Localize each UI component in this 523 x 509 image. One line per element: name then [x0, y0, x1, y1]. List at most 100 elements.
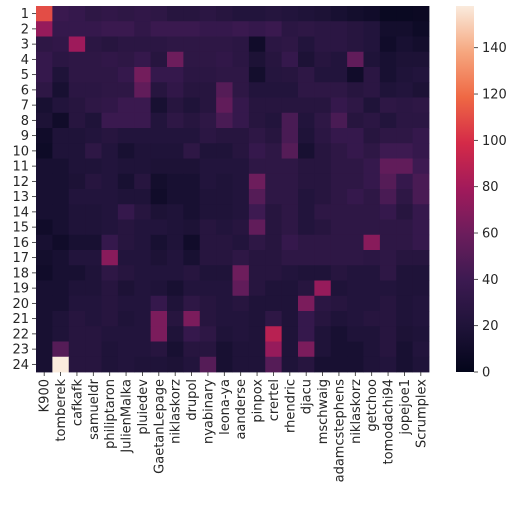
heatmap-cell [248, 6, 266, 22]
heatmap-cell [52, 36, 70, 53]
heatmap-cell [85, 265, 102, 281]
heatmap-cell [281, 341, 299, 358]
heatmap-cell [248, 311, 266, 327]
heatmap-cell [379, 158, 397, 175]
heatmap-cell [52, 82, 70, 98]
heatmap-cell [248, 234, 266, 251]
heatmap-cell [183, 51, 201, 68]
heatmap-cell [117, 341, 135, 358]
heatmap-cell [52, 341, 70, 358]
heatmap-cell [298, 234, 315, 251]
heatmap-cell [183, 173, 201, 190]
heatmap-cell [347, 128, 364, 144]
heatmap-cell [281, 356, 299, 373]
heatmap-cell [379, 280, 397, 297]
heatmap-cell [101, 51, 119, 68]
heatmap-cell [134, 326, 152, 342]
x-tick-label: pluiedev [136, 379, 151, 435]
heatmap-cell [167, 97, 184, 114]
heatmap-cell [36, 219, 53, 236]
x-tick-label: djacu [300, 379, 315, 414]
heatmap-cell [248, 219, 266, 236]
x-tick-label: K900 [38, 379, 53, 412]
heatmap-cell [199, 326, 217, 342]
heatmap-cell [298, 97, 315, 114]
heatmap-cell [363, 326, 381, 342]
heatmap-cell [363, 234, 381, 251]
heatmap-cell [248, 250, 266, 266]
heatmap-cell [412, 341, 430, 358]
heatmap-cell [232, 67, 250, 83]
heatmap-cell [298, 295, 315, 312]
heatmap-cell [101, 36, 119, 53]
heatmap-cell [85, 128, 102, 144]
heatmap-cell [347, 36, 364, 53]
heatmap-cell [314, 326, 332, 342]
heatmap-cell [330, 295, 348, 312]
heatmap-cell [134, 341, 152, 358]
heatmap-cell [379, 21, 397, 37]
x-tick-label: nyabinary [201, 379, 216, 444]
x-tick-label: adamcstephens [332, 379, 347, 483]
heatmap-cell [134, 67, 152, 83]
heatmap-cell [396, 250, 414, 266]
x-tick-label: mschwaig [316, 379, 331, 444]
heatmap-cell [314, 234, 332, 251]
heatmap-cell [52, 51, 70, 68]
heatmap-cell [379, 204, 397, 220]
heatmap-cell [396, 219, 414, 236]
heatmap-cell [347, 204, 364, 220]
heatmap-cell [36, 51, 53, 68]
heatmap-cell [232, 173, 250, 190]
heatmap-cell [379, 250, 397, 266]
heatmap-cell [265, 356, 283, 373]
heatmap-cell [298, 112, 315, 129]
heatmap-cell [68, 234, 86, 251]
heatmap-cell [363, 295, 381, 312]
heatmap-cell [216, 51, 233, 68]
heatmap-cell [199, 234, 217, 251]
heatmap-cell [117, 143, 135, 159]
heatmap-cell [199, 219, 217, 236]
heatmap-cell [281, 128, 299, 144]
heatmap-cell [379, 311, 397, 327]
heatmap-cell [396, 280, 414, 297]
heatmap-cell [150, 234, 168, 251]
heatmap-cell [265, 219, 283, 236]
heatmap-cell [281, 234, 299, 251]
heatmap-cell [52, 250, 70, 266]
heatmap-cell [216, 143, 233, 159]
heatmap-cell [379, 112, 397, 129]
heatmap-cell [363, 67, 381, 83]
heatmap-cell [412, 51, 430, 68]
heatmap-cell [248, 204, 266, 220]
heatmap-cell [281, 280, 299, 297]
heatmap-cell [199, 143, 217, 159]
heatmap-cell [379, 326, 397, 342]
x-tick-label: tomodachi94 [382, 379, 397, 464]
heatmap-cell [281, 158, 299, 175]
heatmap-cell [248, 112, 266, 129]
heatmap-cell [117, 280, 135, 297]
heatmap-cell [379, 234, 397, 251]
heatmap-cell [412, 311, 430, 327]
heatmap-cell [167, 21, 184, 37]
heatmap-cell [330, 36, 348, 53]
y-tick-label: 18 [12, 266, 29, 281]
x-tick-label: GaetanLepage [152, 379, 167, 474]
heatmap-cell [330, 143, 348, 159]
heatmap-cell [396, 6, 414, 22]
heatmap-cell [85, 143, 102, 159]
heatmap-cell [232, 204, 250, 220]
heatmap-cell [183, 128, 201, 144]
heatmap-cell [68, 158, 86, 175]
heatmap-cell [379, 295, 397, 312]
heatmap-cell [298, 158, 315, 175]
heatmap-cell [101, 219, 119, 236]
heatmap-cell [232, 311, 250, 327]
heatmap-cell [150, 204, 168, 220]
heatmap-cell [117, 189, 135, 205]
heatmap-cell [347, 6, 364, 22]
